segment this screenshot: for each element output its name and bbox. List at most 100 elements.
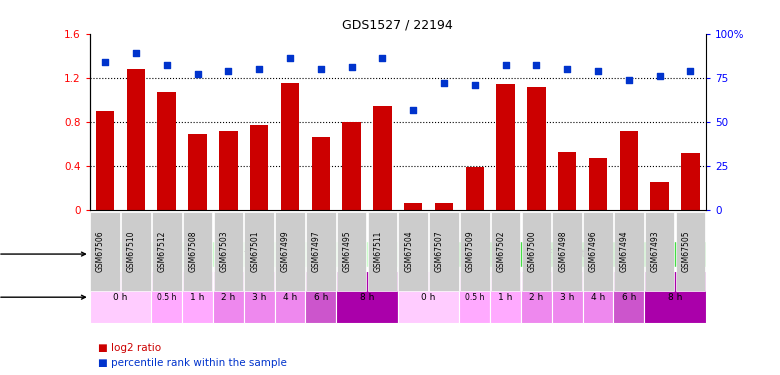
Text: time: time	[0, 292, 85, 302]
Point	[161, 63, 173, 69]
Point	[622, 76, 635, 82]
Bar	[429, 211, 459, 291]
Text: GSM67508: GSM67508	[189, 231, 197, 272]
Bar	[152, 211, 182, 291]
Point	[592, 68, 604, 74]
Bar	[121, 211, 151, 291]
Text: 0.5 h: 0.5 h	[157, 292, 176, 302]
Text: GSM67506: GSM67506	[96, 230, 105, 272]
Bar	[213, 271, 243, 323]
Text: GSM67498: GSM67498	[558, 231, 567, 272]
Bar	[367, 211, 397, 291]
Text: GSM67501: GSM67501	[250, 231, 259, 272]
Text: GSM67511: GSM67511	[374, 231, 382, 272]
Text: GSM67502: GSM67502	[497, 231, 505, 272]
Bar	[373, 106, 392, 210]
Bar	[589, 158, 608, 210]
Point	[376, 56, 388, 62]
Text: GSM67496: GSM67496	[589, 230, 598, 272]
Bar	[527, 87, 546, 210]
Text: ■ percentile rank within the sample: ■ percentile rank within the sample	[98, 358, 286, 368]
Text: 6 h: 6 h	[622, 292, 636, 302]
Bar	[244, 211, 274, 291]
Bar	[619, 131, 638, 210]
Bar	[460, 211, 490, 291]
Bar	[398, 271, 459, 323]
Bar	[496, 84, 515, 210]
Text: GSM67493: GSM67493	[651, 230, 660, 272]
Point	[253, 66, 265, 72]
Text: 8 h: 8 h	[668, 292, 682, 302]
Bar	[491, 271, 521, 323]
Bar	[434, 203, 453, 210]
Bar	[583, 211, 613, 291]
Text: genotype/variation: genotype/variation	[0, 249, 85, 259]
Bar	[188, 134, 207, 210]
Text: GSM67499: GSM67499	[281, 230, 290, 272]
Bar	[552, 271, 583, 323]
Text: GSM67500: GSM67500	[527, 230, 537, 272]
Bar	[158, 92, 176, 210]
Bar	[90, 242, 398, 267]
Text: 2 h: 2 h	[530, 292, 544, 302]
Bar	[90, 211, 120, 291]
Bar	[681, 153, 700, 210]
Bar	[96, 111, 115, 210]
Text: GSM67504: GSM67504	[404, 230, 413, 272]
Text: 3 h: 3 h	[560, 292, 574, 302]
Text: GSM67509: GSM67509	[466, 230, 475, 272]
Bar	[552, 211, 582, 291]
Text: GSM67497: GSM67497	[312, 230, 321, 272]
Bar	[126, 69, 145, 210]
Bar	[183, 211, 212, 291]
Text: GSM67512: GSM67512	[158, 231, 167, 272]
Text: GSM67494: GSM67494	[620, 230, 629, 272]
Bar	[182, 271, 213, 323]
Bar	[583, 271, 613, 323]
Text: HSF1 mutant: HSF1 mutant	[530, 249, 604, 259]
Point	[530, 63, 543, 69]
Text: wild type: wild type	[218, 249, 269, 259]
Bar	[90, 271, 151, 323]
Bar	[521, 271, 551, 323]
Point	[222, 68, 235, 74]
Point	[99, 59, 112, 65]
Bar	[151, 271, 182, 323]
Text: 4 h: 4 h	[283, 292, 297, 302]
Point	[314, 66, 327, 72]
Text: 4 h: 4 h	[591, 292, 605, 302]
Point	[499, 63, 512, 69]
Text: 1 h: 1 h	[190, 292, 204, 302]
Bar	[675, 211, 705, 291]
Point	[684, 68, 697, 74]
Title: GDS1527 / 22194: GDS1527 / 22194	[342, 18, 453, 31]
Point	[469, 82, 481, 88]
Bar	[614, 211, 644, 291]
Text: GSM67507: GSM67507	[435, 230, 444, 272]
Point	[129, 50, 142, 56]
Point	[438, 80, 450, 86]
Text: 0 h: 0 h	[421, 292, 436, 302]
Bar	[399, 211, 428, 291]
Text: GSM67510: GSM67510	[127, 231, 136, 272]
Bar	[219, 131, 238, 210]
Point	[346, 64, 358, 70]
Text: 3 h: 3 h	[252, 292, 266, 302]
Bar	[342, 122, 361, 210]
Bar	[429, 242, 706, 267]
Point	[561, 66, 573, 72]
Bar	[306, 271, 336, 323]
Bar	[466, 167, 484, 210]
Bar	[522, 211, 551, 291]
Bar	[243, 271, 275, 323]
Point	[654, 73, 666, 79]
Bar	[491, 211, 520, 291]
Text: 1 h: 1 h	[498, 292, 512, 302]
Bar	[644, 271, 706, 323]
Point	[191, 71, 204, 77]
Point	[284, 56, 296, 62]
Text: 0.5 h: 0.5 h	[465, 292, 484, 302]
Bar	[306, 211, 335, 291]
Text: 6 h: 6 h	[314, 292, 328, 302]
Bar	[281, 83, 300, 210]
